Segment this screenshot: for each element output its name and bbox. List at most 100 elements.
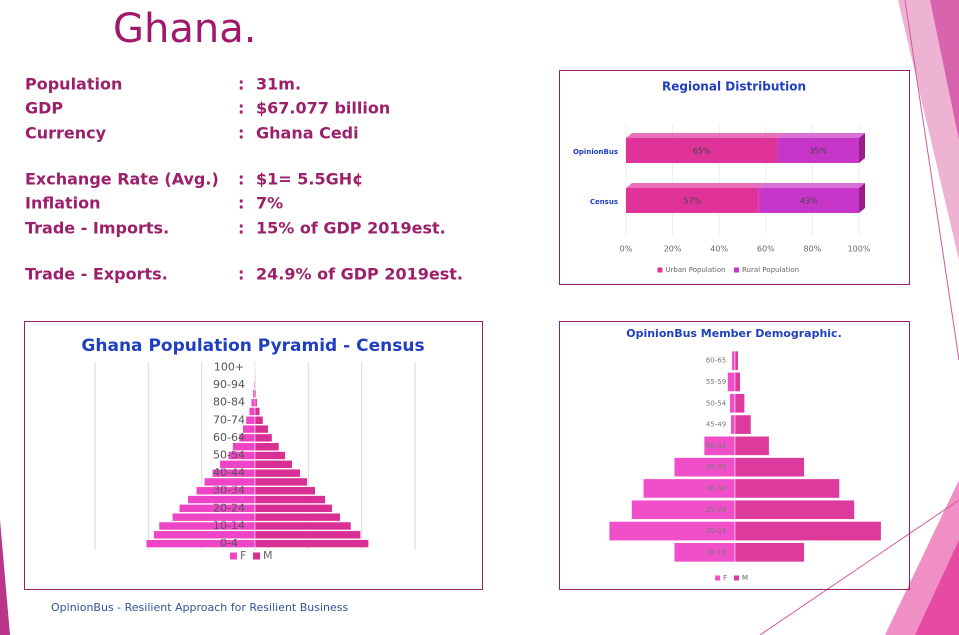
bar-side [777,133,865,138]
chart-frame [24,321,483,590]
bar [254,433,273,443]
fact-value: 7% [256,194,283,213]
bar [729,393,736,414]
bar [245,416,256,425]
legend-swatch [253,552,260,560]
fact-label: Inflation [25,194,101,213]
bar-side [626,133,784,138]
fact-label: Trade - Imports. [25,219,169,238]
bar [254,539,369,548]
y-tick-label: 45-49 [706,421,726,429]
fact-value: Ghana Cedi [256,124,359,143]
y-tick-label: 10-14 [213,519,245,532]
facts: Population:31m.GDP: $67.077 billionCurren… [25,75,463,284]
legend-swatch [229,552,237,560]
y-tick-label: OpinionBus [573,148,618,156]
y-tick-label: 60-64 [213,431,245,444]
bar [254,398,258,407]
bar [145,539,256,548]
bar [734,393,745,414]
chart-frame [559,70,910,285]
bar [734,350,739,371]
legend-label: M [742,574,748,582]
bar [626,188,759,213]
bar-side [626,183,765,188]
y-tick-label: 80-84 [213,396,245,409]
fact-label: Population [25,75,122,94]
separator: : [238,170,244,189]
bar [254,486,316,495]
bar [254,468,301,478]
y-tick-label: 20-24 [213,501,245,514]
decoration [904,0,959,361]
bar [254,512,341,522]
chart-frame [559,321,910,590]
bar [232,442,256,451]
x-tick-label: 40% [710,245,728,254]
bar [254,389,257,399]
value-label: 35% [809,147,827,156]
y-tick-label: 40-44 [213,466,245,479]
chart-title: OpinionBus Member Demographic. [626,327,842,340]
bar [734,414,752,435]
fact-value: $1= 5.5GH¢ [256,170,363,189]
legend-swatch [734,575,739,581]
bar [242,424,256,434]
bar [254,521,352,531]
bar-end [859,183,865,213]
bar [254,530,361,539]
bar [254,372,256,381]
bar-side [758,183,865,188]
bar [734,478,840,499]
legend-swatch [715,575,721,581]
value-label: 57% [684,197,702,206]
legend-label: Urban Population [665,266,725,274]
bar [248,407,256,416]
value-label: 65% [693,147,711,156]
bar [734,499,855,520]
y-tick-label: 40-44 [706,442,727,450]
bar [254,495,326,504]
bar [777,138,859,163]
decoration [759,499,959,635]
y-tick-label: 25-29 [706,506,726,514]
bar [254,424,269,434]
separator: : [238,75,244,94]
slide-title: Ghana. [113,6,256,52]
chart-title: Regional Distribution [662,80,806,94]
bar [730,414,736,435]
fact-label: Currency [25,124,107,143]
bar [254,416,264,425]
bar [731,350,736,371]
separator: : [238,219,244,238]
bar [251,398,256,407]
fact-value: $67.077 billion [256,99,390,118]
y-tick-label: 60-65 [706,357,726,365]
separator: : [238,265,244,284]
legend-label: F [240,549,246,562]
legend-swatch [657,267,663,273]
y-tick-label: 50-54 [706,399,727,407]
fact-value: 15% of GDP 2019est. [256,219,446,238]
separator: : [238,99,244,118]
separator: : [238,124,244,143]
bar [254,460,293,469]
bar [254,477,308,487]
separator: : [238,194,244,213]
fact-label: Trade - Exports. [25,265,168,284]
bar [204,477,256,487]
bar [254,380,256,390]
decoration [915,540,959,635]
y-tick-label: Census [590,198,618,206]
bar [187,495,256,504]
x-tick-label: 20% [664,245,682,254]
bar-end [859,133,865,163]
x-tick-label: 80% [804,245,822,254]
footer: OpinionBus - Resilient Approach for Resi… [51,601,349,614]
chart-title: Ghana Population Pyramid - Census [81,336,424,356]
bar [153,530,256,539]
x-tick-label: 0% [620,245,633,254]
bar [254,451,286,460]
legend-label: F [723,574,727,582]
